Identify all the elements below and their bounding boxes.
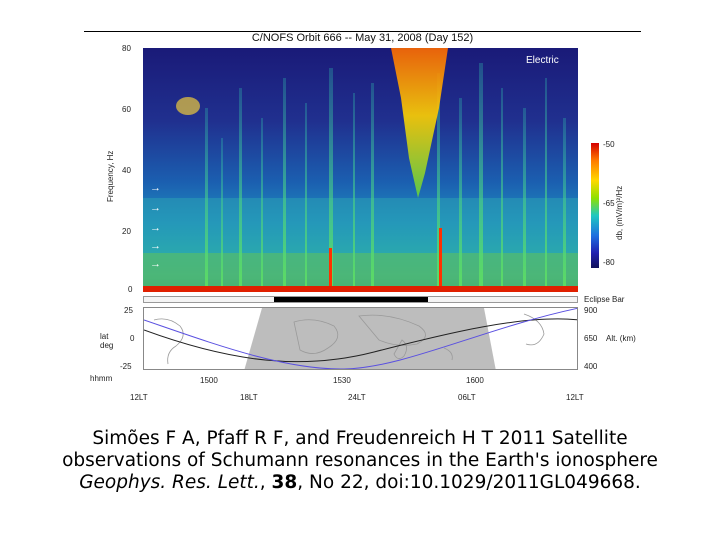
lat-label: lat bbox=[100, 332, 109, 341]
lat-tick-neg25: -25 bbox=[120, 362, 132, 371]
eclipse-bar-shadow bbox=[274, 297, 428, 302]
alt-tick-650: 650 bbox=[584, 334, 598, 343]
lat-tick-0: 0 bbox=[130, 334, 135, 343]
arrow-icon: → bbox=[150, 202, 161, 214]
arrow-icon: → bbox=[150, 240, 161, 252]
caption-line-3: Geophys. Res. Lett., 38, No 22, doi:10.1… bbox=[20, 472, 700, 494]
colorbar-tick-min: -80 bbox=[603, 258, 615, 267]
figure-caption: Simões F A, Pfaff R F, and Freudenreich … bbox=[20, 428, 700, 494]
y-tick-80: 80 bbox=[122, 44, 131, 53]
caption-citation-rest: , No 22, doi:10.1029/2011GL049668. bbox=[297, 472, 641, 493]
caption-line-2: observations of Schumann resonances in t… bbox=[62, 450, 658, 471]
panel-label-electric: Electric bbox=[526, 55, 559, 66]
lt-tick-24lt: 24LT bbox=[348, 393, 366, 402]
colorbar-tick-max: -50 bbox=[603, 140, 615, 149]
caption-line-1: Simões F A, Pfaff R F, and Freudenreich … bbox=[92, 428, 628, 449]
caption-separator: , bbox=[259, 472, 272, 493]
orbit-map-svg bbox=[144, 308, 577, 369]
alt-tick-400: 400 bbox=[584, 362, 598, 371]
caption-volume: 38 bbox=[271, 472, 298, 493]
y-tick-20: 20 bbox=[122, 227, 131, 236]
lt-tick-12lt: 12LT bbox=[130, 393, 148, 402]
alt-tick-900: 900 bbox=[584, 306, 598, 315]
lt-tick-12lt-end: 12LT bbox=[566, 393, 584, 402]
time-tick-1530: 1530 bbox=[333, 376, 351, 385]
caption-journal: Geophys. Res. Lett. bbox=[79, 472, 260, 493]
y-tick-40: 40 bbox=[122, 166, 131, 175]
arrow-icon: → bbox=[150, 258, 161, 270]
time-axis-label: hhmm bbox=[90, 374, 113, 383]
alt-label: Alt. (km) bbox=[606, 334, 636, 343]
spectrogram-overlay bbox=[143, 48, 578, 292]
y-tick-60: 60 bbox=[122, 105, 131, 114]
figure-top-rule bbox=[84, 31, 641, 32]
time-tick-1500: 1500 bbox=[200, 376, 218, 385]
lt-tick-06lt: 06LT bbox=[458, 393, 476, 402]
arrow-icon: → bbox=[150, 222, 161, 234]
colorbar bbox=[591, 143, 599, 268]
eclipse-bar-label: Eclipse Bar bbox=[584, 295, 625, 304]
figure-title: C/NOFS Orbit 666 -- May 31, 2008 (Day 15… bbox=[251, 32, 474, 44]
lat-tick-25: 25 bbox=[124, 306, 133, 315]
deg-label: deg bbox=[100, 341, 114, 350]
colorbar-tick-mid: -65 bbox=[603, 199, 615, 208]
orbit-map-panel bbox=[143, 307, 578, 370]
time-tick-1600: 1600 bbox=[466, 376, 484, 385]
arrow-icon: → bbox=[150, 182, 161, 194]
y-tick-0: 0 bbox=[128, 285, 133, 294]
spectrogram-panel bbox=[143, 48, 578, 292]
colorbar-label: db, (mV/m)²/Hz bbox=[615, 185, 624, 240]
y-axis-label: Frequency, Hz bbox=[106, 150, 115, 202]
lt-tick-18lt: 18LT bbox=[240, 393, 258, 402]
